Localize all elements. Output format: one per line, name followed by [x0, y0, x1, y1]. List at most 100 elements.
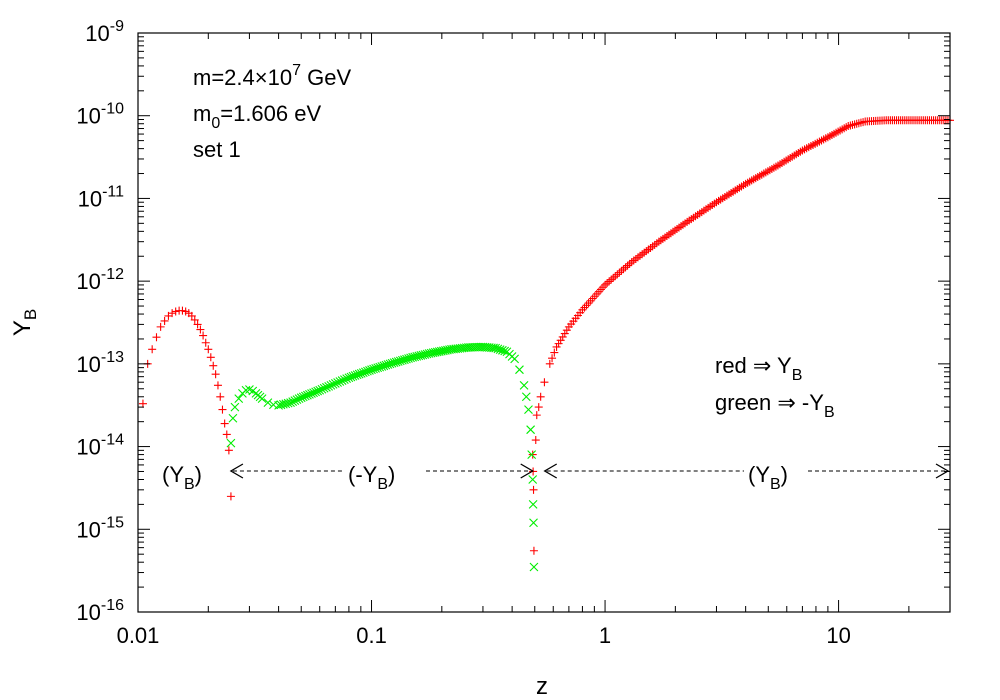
data-point — [631, 254, 640, 263]
data-point — [529, 485, 538, 494]
data-point — [558, 332, 567, 341]
data-point — [832, 128, 841, 137]
legend-green: green ⇒ -YB — [715, 390, 835, 421]
data-point — [534, 403, 543, 412]
data-point — [753, 172, 762, 181]
data-point — [638, 250, 647, 259]
data-point — [526, 425, 536, 435]
data-point — [629, 256, 638, 265]
data-point — [209, 361, 218, 370]
data-point — [676, 222, 685, 231]
data-point — [710, 199, 719, 208]
data-point — [515, 365, 524, 375]
data-point — [739, 181, 748, 190]
data-point — [745, 177, 754, 186]
data-point — [718, 194, 727, 203]
data-point — [687, 215, 696, 224]
data-point — [617, 266, 626, 275]
data-point — [556, 336, 565, 345]
data-point — [737, 182, 746, 191]
param-m0: m0=1.606 eV — [193, 101, 321, 132]
data-point — [529, 562, 539, 572]
data-point — [263, 398, 273, 407]
data-point — [326, 380, 336, 390]
data-point — [652, 239, 661, 248]
param-mass: m=2.4×107 GeV — [193, 62, 351, 90]
data-point — [230, 402, 240, 412]
data-point — [562, 326, 571, 335]
data-point — [642, 247, 651, 256]
data-point — [206, 353, 215, 362]
data-point — [701, 205, 710, 214]
data-point — [830, 129, 838, 138]
data-point — [527, 450, 537, 459]
data-point — [218, 405, 227, 414]
data-point — [201, 338, 210, 347]
data-point — [850, 120, 859, 129]
data-point — [792, 150, 801, 159]
data-point — [765, 166, 774, 175]
legend-red: red ⇒ YB — [715, 353, 802, 384]
y-tick-label: 10-10 — [76, 101, 124, 129]
data-point — [190, 315, 199, 324]
data-point — [769, 163, 778, 172]
data-point — [550, 348, 559, 357]
data-point — [859, 118, 868, 127]
region-label-middle: (-YB) — [348, 462, 395, 493]
data-point — [224, 446, 233, 455]
data-point — [751, 174, 760, 183]
data-point — [685, 216, 694, 225]
x-tick-label: 1 — [599, 623, 611, 648]
data-point — [691, 212, 700, 221]
data-point — [286, 398, 295, 407]
data-point — [500, 346, 510, 356]
data-point — [292, 395, 302, 405]
data-point — [854, 119, 863, 128]
data-point — [743, 178, 752, 187]
y-tick-label: 10-15 — [76, 514, 124, 542]
data-point — [747, 176, 756, 185]
data-point — [714, 196, 723, 205]
data-point — [605, 277, 614, 286]
data-point — [660, 233, 669, 242]
data-point — [668, 227, 677, 236]
data-point — [679, 220, 688, 229]
data-point — [670, 226, 679, 235]
data-point — [720, 192, 729, 201]
data-point — [735, 183, 744, 192]
data-point — [226, 438, 236, 448]
annotations: m=2.4×107 GeV m0=1.606 eV set 1 red ⇒ YB gre… — [162, 62, 835, 493]
data-point — [524, 405, 533, 414]
data-point — [328, 380, 338, 389]
data-point — [796, 147, 805, 156]
data-point — [836, 126, 845, 135]
data-point — [627, 258, 636, 267]
region-arrows — [229, 463, 950, 479]
data-point — [771, 162, 780, 171]
data-point — [226, 492, 235, 501]
data-point — [510, 354, 520, 364]
data-point — [716, 195, 725, 204]
data-point — [528, 450, 537, 459]
data-point — [607, 275, 616, 284]
data-point — [775, 160, 784, 169]
data-point — [757, 170, 766, 179]
data-point — [724, 190, 733, 199]
data-point — [148, 345, 157, 354]
data-point — [288, 397, 298, 407]
data-point — [193, 320, 202, 329]
data-point — [519, 380, 529, 390]
data-point — [333, 378, 342, 387]
y-axis-title: YB — [9, 309, 40, 336]
data-point — [623, 261, 632, 270]
x-tick-label: 0.01 — [117, 623, 160, 648]
data-point — [842, 123, 851, 132]
data-point — [650, 240, 659, 249]
data-point — [823, 133, 832, 142]
data-point — [234, 394, 244, 404]
data-point — [782, 156, 791, 165]
data-point — [216, 392, 225, 401]
data-point — [827, 130, 836, 139]
data-point — [708, 201, 717, 210]
data-point — [554, 339, 563, 348]
